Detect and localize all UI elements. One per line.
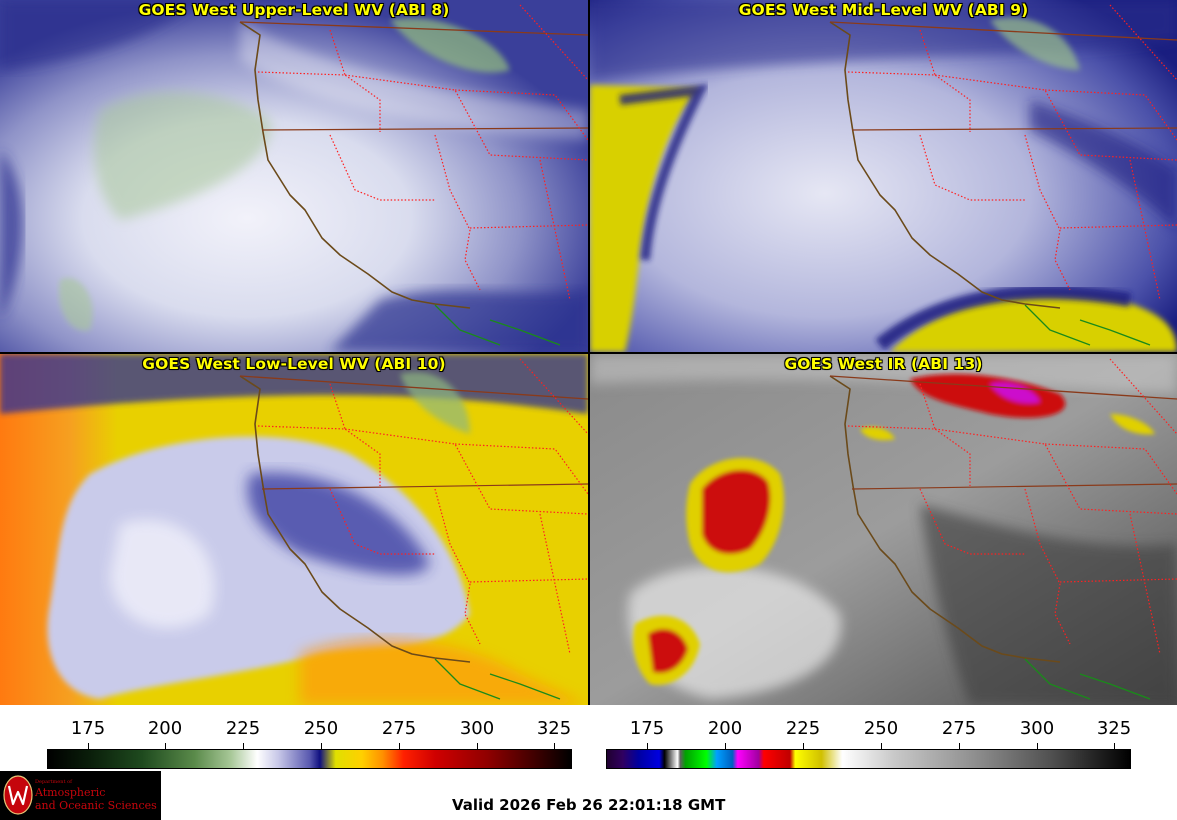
colorbar-tick-mark — [1037, 743, 1038, 749]
ir-colorbar: 175 200 225 250 275 300 325 — [606, 705, 1131, 769]
panel-ir: GOES West IR (ABI 13) — [590, 354, 1177, 705]
panel-title: GOES West IR (ABI 13) — [784, 355, 983, 373]
logo-line1: Atmospheric — [35, 786, 106, 799]
colorbar-tick-mark — [477, 743, 478, 749]
panel-low-level-wv: GOES West Low-Level WV (ABI 10) — [0, 354, 588, 705]
mid-level-wv-image — [590, 0, 1177, 352]
logo-dept-text: Department of — [35, 779, 72, 785]
colorbar-tick-mark — [959, 743, 960, 749]
colorbar-tick-mark — [725, 743, 726, 749]
colorbar-tick-mark — [243, 743, 244, 749]
panel-title: GOES West Upper-Level WV (ABI 8) — [138, 1, 450, 19]
wv-colorbar: 175 200 225 250 275 300 325 — [47, 705, 572, 769]
uw-aos-logo: Department of Atmospheric and Oceanic Sc… — [0, 771, 161, 820]
colorbar-tick-mark — [88, 743, 89, 749]
colorbar-tick-label: 200 — [707, 718, 743, 739]
colorbar-tick-label: 300 — [459, 718, 495, 739]
upper-level-wv-image — [0, 0, 588, 352]
panel-upper-level-wv: GOES West Upper-Level WV (ABI 8) — [0, 0, 588, 352]
panel-title: GOES West Mid-Level WV (ABI 9) — [738, 1, 1029, 19]
colorbar-tick-label: 325 — [536, 718, 572, 739]
logo-line2: and Oceanic Sciences — [35, 799, 157, 812]
valid-time-label: Valid 2026 Feb 26 22:01:18 GMT — [452, 796, 726, 814]
colorbar-tick-label: 225 — [225, 718, 261, 739]
colorbar-tick-label: 225 — [785, 718, 821, 739]
ir-image — [590, 354, 1177, 705]
colorbar-tick-mark — [881, 743, 882, 749]
uw-crest-icon — [3, 775, 33, 815]
wv-colorbar-gradient — [47, 749, 572, 769]
colorbar-tick-label: 275 — [381, 718, 417, 739]
colorbar-tick-mark — [803, 743, 804, 749]
panel-title: GOES West Low-Level WV (ABI 10) — [142, 355, 446, 373]
colorbar-tick-label: 250 — [303, 718, 339, 739]
colorbar-tick-label: 325 — [1096, 718, 1132, 739]
colorbar-tick-label: 250 — [863, 718, 899, 739]
low-level-wv-image — [0, 354, 588, 705]
panel-mid-level-wv: GOES West Mid-Level WV (ABI 9) — [590, 0, 1177, 352]
colorbar-tick-label: 175 — [70, 718, 106, 739]
colorbar-tick-mark — [1114, 743, 1115, 749]
colorbar-tick-mark — [647, 743, 648, 749]
colorbar-tick-label: 175 — [629, 718, 665, 739]
colorbar-tick-label: 300 — [1019, 718, 1055, 739]
colorbar-tick-mark — [554, 743, 555, 749]
panel-divider-horizontal — [0, 352, 1177, 354]
colorbar-tick-mark — [165, 743, 166, 749]
colorbar-tick-label: 200 — [147, 718, 183, 739]
colorbar-tick-mark — [321, 743, 322, 749]
ir-colorbar-gradient — [606, 749, 1131, 769]
colorbar-tick-label: 275 — [941, 718, 977, 739]
colorbar-tick-mark — [399, 743, 400, 749]
